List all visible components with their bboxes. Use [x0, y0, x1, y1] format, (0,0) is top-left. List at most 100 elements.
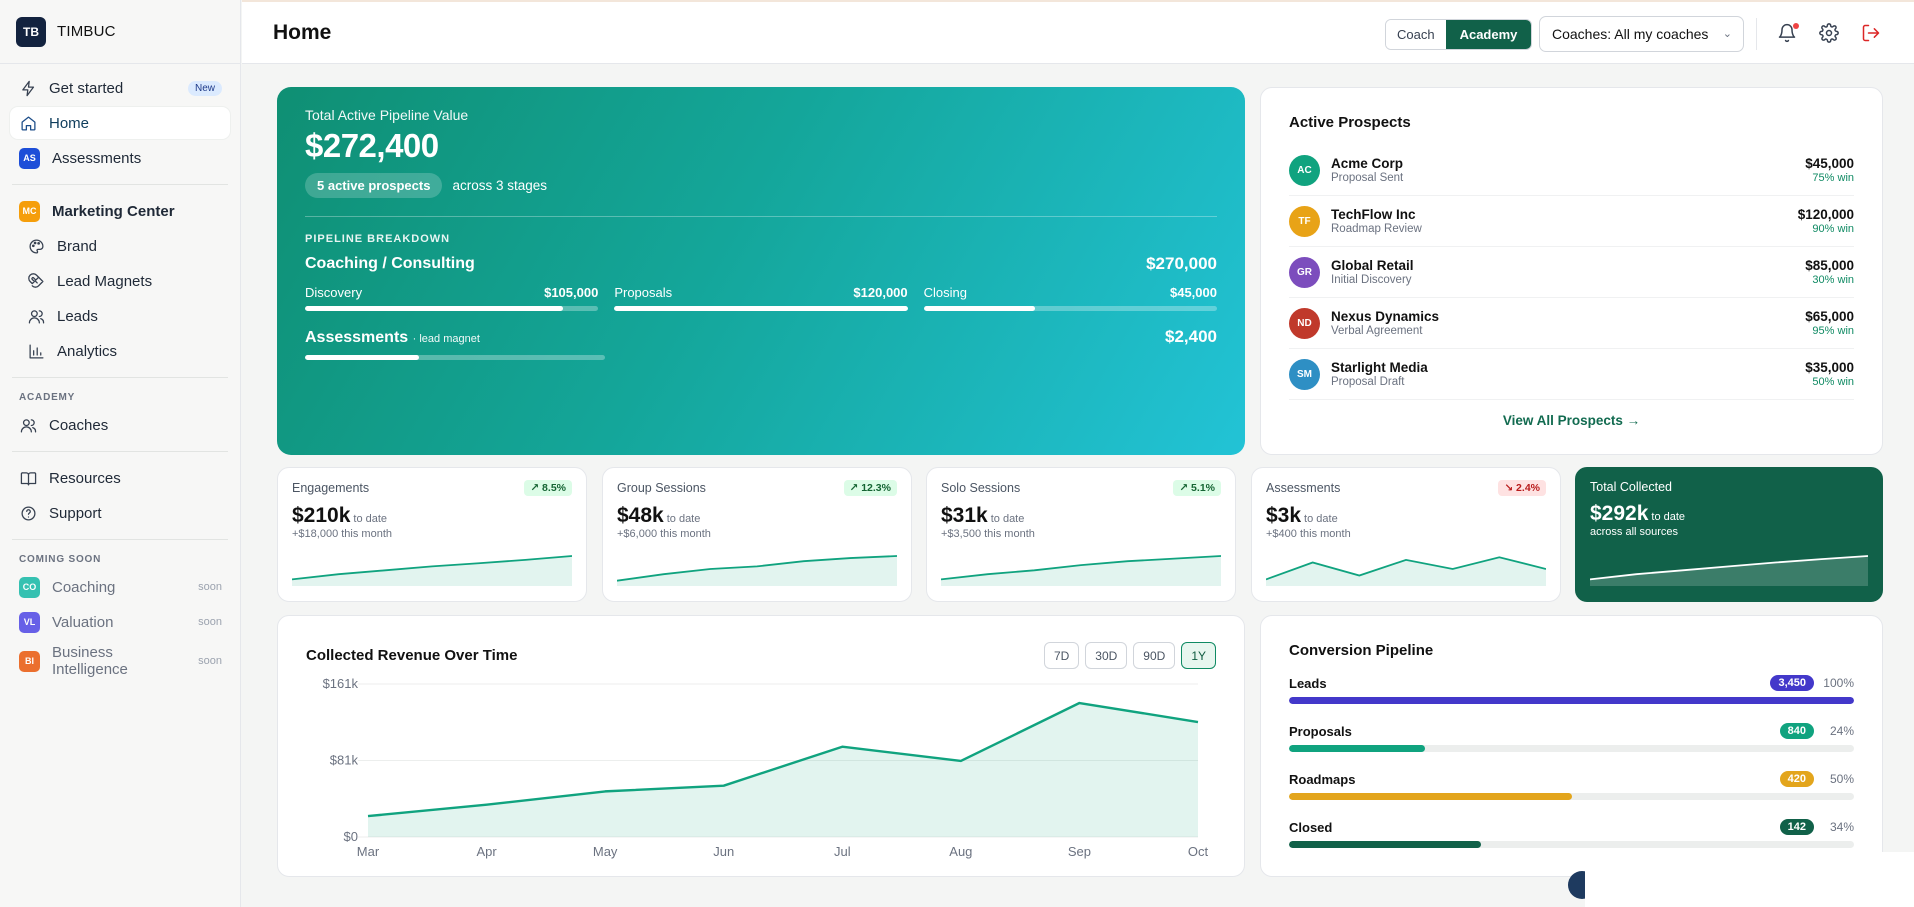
sidebar-item-home[interactable]: Home — [10, 107, 230, 139]
conversion-row-header: Leads 3,450 100% — [1289, 675, 1854, 691]
gear-icon[interactable] — [1819, 23, 1841, 45]
conversion-row-header: Proposals 840 24% — [1289, 723, 1854, 739]
sidebar-item-support[interactable]: Support — [10, 497, 230, 529]
hero-summary: 5 active prospects across 3 stages — [305, 173, 1217, 198]
sidebar-item-business-intelligence: BI Business Intelligence soon — [10, 641, 230, 681]
card-title: Conversion Pipeline — [1289, 642, 1434, 659]
sidebar-item-label: Marketing Center — [52, 202, 175, 220]
conversion-row: Leads 3,450 100% — [1289, 675, 1854, 704]
stat-value-suffix: to date — [1304, 513, 1338, 525]
conversion-count-badge: 840 — [1779, 723, 1814, 739]
stat-header: Engagements ↗ 8.5% — [292, 480, 572, 496]
change-badge: ↘ 2.4% — [1498, 480, 1546, 496]
divider — [12, 184, 228, 185]
stat-value: $48k to date — [617, 504, 897, 528]
stage-discovery: Discovery $105,000 — [305, 285, 599, 311]
prospect-name: Global Retail — [1331, 258, 1414, 273]
sidebar-item-brand[interactable]: Brand — [10, 230, 230, 262]
sidebar-item-analytics[interactable]: Analytics — [10, 335, 230, 367]
conversion-bar-fill — [1289, 745, 1425, 752]
prospect-stage: Initial Discovery — [1331, 274, 1412, 286]
stage-name: Discovery — [305, 285, 363, 300]
home-icon — [19, 114, 37, 132]
sidebar-item-label: Leads — [57, 307, 98, 325]
conversion-bar — [1289, 841, 1854, 848]
bell-icon[interactable] — [1777, 23, 1799, 45]
sidebar-item-marketing-center[interactable]: MC Marketing Center — [10, 195, 230, 227]
range-button-1y[interactable]: 1Y — [1181, 642, 1216, 669]
sidebar-item-lead-magnets[interactable]: Lead Magnets — [10, 265, 230, 297]
x-tick-label: Jun — [713, 844, 734, 859]
series-line — [367, 701, 1199, 818]
x-tick-label: Mar — [357, 844, 380, 859]
sidebar-item-assessments[interactable]: AS Assessments — [10, 142, 230, 174]
range-button-7d[interactable]: 7D — [1043, 642, 1080, 669]
sidebar-item-label: Lead Magnets — [57, 272, 153, 290]
prospect-row[interactable]: AC Acme Corp Proposal Sent $45,000 75% win — [1289, 145, 1854, 196]
stat-header: Total Collected — [1590, 480, 1868, 494]
conversion-row: Proposals 840 24% — [1289, 723, 1854, 752]
prospect-win-rate: 75% win — [1812, 172, 1854, 184]
range-button-90d[interactable]: 90D — [1133, 642, 1176, 669]
conversion-stats: 3,450 100% — [1770, 675, 1854, 691]
stat-label: Solo Sessions — [941, 481, 1021, 495]
x-tick-label: Aug — [949, 844, 972, 859]
prospect-row[interactable]: SM Starlight Media Proposal Draft $35,000 50… — [1289, 349, 1854, 400]
marketing-center-icon: MC — [19, 200, 40, 222]
stage-amount: $120,000 — [853, 285, 908, 300]
stat-value-suffix: to date — [1651, 511, 1686, 523]
toggle-coach[interactable]: Coach — [1386, 20, 1446, 49]
logout-icon[interactable] — [1861, 23, 1883, 45]
soon-tag: soon — [198, 654, 222, 667]
magnet-icon — [27, 272, 45, 290]
header-divider — [1756, 18, 1757, 50]
stat-value-suffix: to date — [353, 513, 388, 525]
sparkline-area — [941, 556, 1221, 586]
stat-card-assessments: Assessments ↘ 2.4% $3k to date +$400 this mo… — [1251, 467, 1561, 602]
conversion-stats: 420 50% — [1779, 771, 1854, 787]
conversion-percent: 24% — [1829, 724, 1854, 738]
stage-closing: Closing $45,000 — [923, 285, 1217, 311]
sidebar-item-coaches[interactable]: Coaches — [10, 409, 230, 441]
divider — [12, 451, 228, 452]
coach-select-value: Coaches: All my coaches — [1552, 26, 1709, 42]
conversion-count-badge: 3,450 — [1770, 675, 1814, 691]
prospect-values: $65,000 95% win — [1805, 309, 1854, 337]
stat-card-engagements: Engagements ↗ 8.5% $210k to date +$18,000 th… — [277, 467, 587, 602]
category-amount: $270,000 — [1146, 254, 1217, 273]
prospect-win-rate: 95% win — [1812, 325, 1854, 337]
sparkline-line — [617, 555, 897, 582]
coach-select[interactable]: Coaches: All my coaches ⌄ — [1539, 16, 1744, 52]
stat-month-change: +$18,000 this month — [292, 528, 392, 540]
sidebar-item-resources[interactable]: Resources — [10, 462, 230, 494]
prospect-win-rate: 30% win — [1812, 274, 1854, 286]
stage-bar — [305, 306, 599, 311]
stat-month-change: +$6,000 this month — [617, 528, 711, 540]
toggle-academy[interactable]: Academy — [1445, 20, 1532, 49]
conversion-bar-fill — [1289, 697, 1854, 704]
range-button-30d[interactable]: 30D — [1085, 642, 1128, 669]
y-tick-label: $161k — [323, 676, 359, 691]
stat-value-number: $31k — [941, 504, 988, 527]
brand[interactable]: TB TIMBUC — [0, 0, 240, 64]
conversion-stage-name: Roadmaps — [1289, 771, 1356, 787]
conversion-stage-name: Closed — [1289, 819, 1333, 835]
prospect-row[interactable]: GR Global Retail Initial Discovery $85,000 3… — [1289, 247, 1854, 298]
prospect-stage: Verbal Agreement — [1331, 325, 1423, 337]
sparkline-area — [617, 556, 897, 586]
revenue-chart: $0 $81k $161k Mar Apr May Jun Jul Aug Sep Oct — [323, 676, 1209, 859]
view-all-prospects-link[interactable]: View All Prospects → — [1502, 413, 1641, 428]
divider — [12, 377, 228, 378]
sidebar-item-coaching: CO Coaching soon — [10, 571, 230, 603]
stage-proposals: Proposals $120,000 — [614, 285, 908, 311]
sparkline — [1590, 555, 1868, 586]
prospect-row[interactable]: ND Nexus Dynamics Verbal Agreement $65,000 9… — [1289, 298, 1854, 349]
sidebar-item-leads[interactable]: Leads — [10, 300, 230, 332]
new-badge: New — [187, 80, 222, 96]
sidebar-nav: Get started New Home AS Assessments MC M… — [0, 64, 240, 681]
sidebar-item-get-started[interactable]: Get started New — [10, 72, 230, 104]
conversion-stats: 840 24% — [1779, 723, 1854, 739]
prospect-row[interactable]: TF TechFlow Inc Roadmap Review $120,000 90% … — [1289, 196, 1854, 247]
conversion-percent: 34% — [1829, 820, 1854, 834]
conversion-bar-fill — [1289, 841, 1482, 848]
